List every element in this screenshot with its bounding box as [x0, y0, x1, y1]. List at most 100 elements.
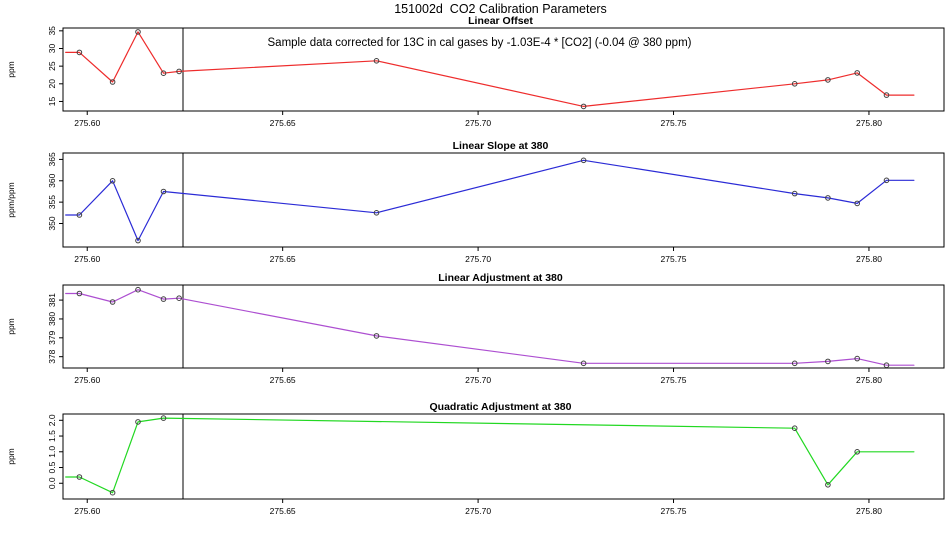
- y-axis-label: ppm/ppm: [6, 182, 16, 217]
- plot-box: [62, 284, 945, 369]
- data-point-marker: [109, 489, 116, 496]
- data-point-marker: [176, 68, 182, 75]
- data-point-marker: [791, 360, 798, 367]
- data-point-marker: [825, 77, 831, 83]
- y-tick-label: 2.0: [47, 414, 57, 426]
- data-point-marker: [825, 358, 831, 365]
- data-point-marker: [791, 425, 798, 432]
- data-point-marker: [160, 70, 167, 76]
- data-point-marker: [883, 92, 890, 98]
- data-point-marker: [883, 177, 890, 184]
- correction-annotation: Sample data corrected for 13C in cal gas…: [267, 37, 692, 49]
- x-tick-label: 275.60: [74, 506, 100, 516]
- y-tick-label: 0.5: [47, 461, 57, 473]
- data-point-marker: [135, 29, 141, 35]
- y-tick-label: 1.0: [47, 446, 57, 458]
- data-point-marker: [176, 295, 182, 302]
- y-tick-label: 365: [47, 152, 57, 166]
- panel-title-linear-offset: Linear Offset: [468, 15, 533, 27]
- x-tick-label: 275.60: [74, 254, 100, 264]
- data-point-marker: [373, 58, 380, 64]
- x-tick-label: 275.70: [465, 506, 491, 516]
- data-point-marker: [825, 482, 831, 488]
- data-point-marker: [854, 70, 861, 76]
- data-point-marker: [854, 355, 861, 362]
- y-tick-label: 380: [47, 312, 57, 326]
- data-point-marker: [580, 103, 587, 110]
- data-point-marker: [76, 212, 83, 218]
- x-tick-label: 275.70: [465, 375, 491, 385]
- y-axis-label: ppm: [6, 61, 16, 78]
- y-tick-label: 35: [47, 26, 57, 36]
- quadratic-adjustment-at-380-plot: 275.60 275.65 275.70 275.75 275.80 0.0 0.5 1.0 1…: [6, 413, 945, 516]
- x-tick-label: 275.75: [661, 118, 687, 128]
- y-tick-label: 30: [47, 43, 57, 53]
- data-point-marker: [373, 210, 380, 216]
- panel-title-linear-adjustment: Linear Adjustment at 380: [438, 272, 563, 284]
- y-tick-label: 25: [47, 61, 57, 71]
- data-point-marker: [76, 474, 83, 480]
- figure-title: 151002d CO2 Calibration Parameters: [394, 2, 607, 16]
- y-tick-label: 360: [47, 173, 57, 187]
- series-line: [65, 31, 915, 108]
- y-tick-label: 381: [47, 293, 57, 307]
- data-point-marker: [135, 286, 141, 293]
- y-tick-label: 0.0: [47, 477, 57, 489]
- linear-adjustment-at-380-plot: 275.60 275.65 275.70 275.75 275.80 378 379 380 3…: [6, 284, 945, 385]
- y-axis-label: ppm: [6, 448, 16, 465]
- data-point-marker: [135, 419, 141, 425]
- x-tick-label: 275.80: [856, 254, 882, 264]
- x-tick-label: 275.65: [270, 375, 296, 385]
- x-tick-label: 275.70: [465, 118, 491, 128]
- data-point-marker: [109, 79, 116, 85]
- x-tick-label: 275.80: [856, 375, 882, 385]
- data-point-marker: [791, 81, 798, 87]
- data-point-marker: [580, 360, 587, 367]
- data-point-marker: [791, 190, 798, 197]
- data-point-marker: [109, 299, 116, 305]
- y-tick-label: 379: [47, 330, 57, 344]
- x-tick-label: 275.65: [270, 118, 296, 128]
- y-axis-label: ppm: [6, 318, 16, 335]
- y-tick-label: 350: [47, 216, 57, 230]
- x-tick-label: 275.75: [661, 375, 687, 385]
- data-point-marker: [76, 290, 83, 297]
- x-tick-label: 275.65: [270, 506, 296, 516]
- plot-box: [62, 27, 945, 112]
- plot-box: [62, 152, 945, 248]
- series-line: [65, 159, 915, 242]
- data-point-marker: [135, 237, 141, 244]
- x-tick-label: 275.75: [661, 254, 687, 264]
- panel-title-linear-slope: Linear Slope at 380: [452, 140, 549, 152]
- data-point-marker: [160, 415, 167, 421]
- x-tick-label: 275.65: [270, 254, 296, 264]
- x-tick-label: 275.60: [74, 118, 100, 128]
- x-tick-label: 275.80: [856, 118, 882, 128]
- y-tick-label: 355: [47, 195, 57, 209]
- data-point-marker: [76, 49, 83, 56]
- data-point-marker: [825, 195, 831, 201]
- data-point-marker: [883, 362, 890, 369]
- y-tick-label: 20: [47, 79, 57, 89]
- data-point-marker: [854, 449, 861, 455]
- x-tick-label: 275.75: [661, 506, 687, 516]
- data-point-marker: [580, 157, 587, 164]
- y-tick-label: 378: [47, 349, 57, 363]
- data-point-marker: [160, 296, 167, 302]
- x-tick-label: 275.70: [465, 254, 491, 264]
- data-point-marker: [109, 178, 116, 184]
- series-line: [65, 417, 915, 494]
- linear-offset-plot: 275.60 275.65 275.70 275.75 275.80 15 20 25 30 35…: [6, 26, 945, 128]
- linear-slope-at-380-plot: 275.60 275.65 275.70 275.75 275.80 350 355 360 3…: [6, 152, 945, 264]
- plot-box: [62, 413, 945, 500]
- y-tick-label: 15: [47, 96, 57, 106]
- y-tick-label: 1.5: [47, 430, 57, 442]
- data-point-marker: [854, 200, 861, 207]
- x-tick-label: 275.60: [74, 375, 100, 385]
- series-line: [65, 289, 915, 366]
- panel-title-quadratic-adjustment: Quadratic Adjustment at 380: [429, 401, 572, 413]
- x-tick-label: 275.80: [856, 506, 882, 516]
- data-point-marker: [160, 188, 167, 195]
